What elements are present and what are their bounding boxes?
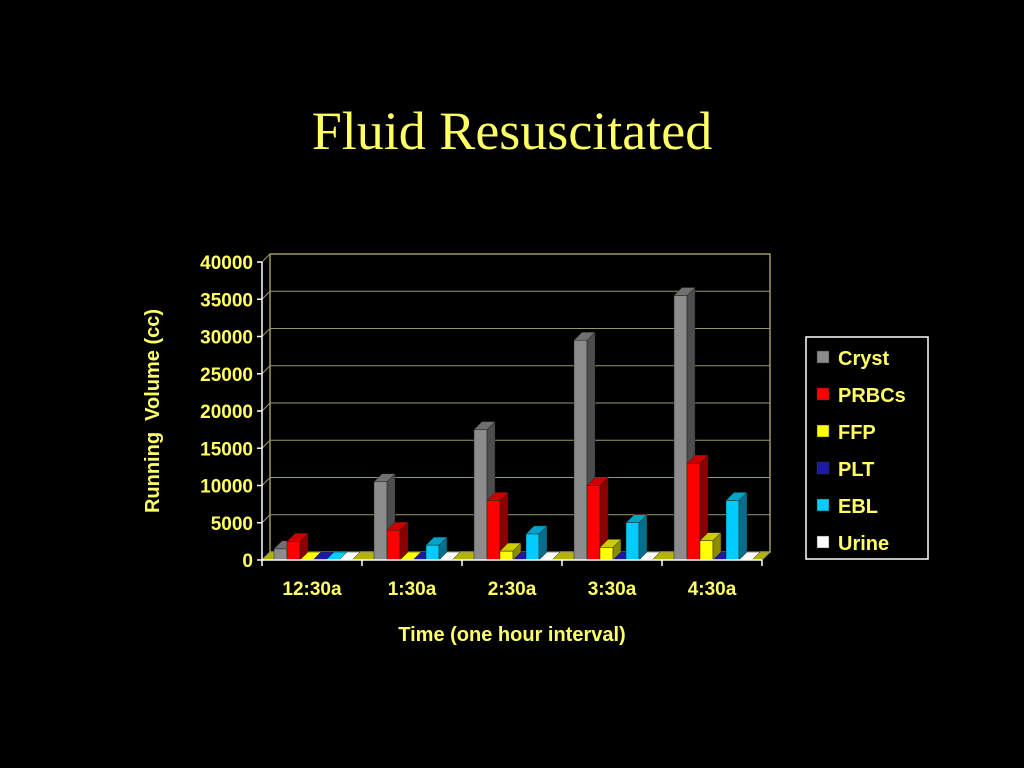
bar-front bbox=[686, 462, 701, 561]
axes: 0 5000 10000 15000 20000 25000 30000 35000 40000… bbox=[200, 253, 763, 600]
y-tick-label: 35000 bbox=[200, 290, 253, 311]
bar-front bbox=[599, 547, 614, 561]
y-tick-label: 20000 bbox=[200, 402, 253, 423]
bar-front bbox=[486, 500, 501, 561]
legend-label: Cryst bbox=[838, 348, 889, 370]
legend-item: Urine bbox=[816, 533, 889, 555]
bar-front bbox=[273, 548, 288, 561]
bar-front bbox=[573, 339, 588, 561]
legend: Cryst PRBCs FFP PLT EBL Urine bbox=[805, 336, 929, 560]
legend-label: FFP bbox=[838, 422, 876, 444]
bar bbox=[599, 538, 622, 561]
bar-front bbox=[373, 481, 388, 561]
y-tick-label: 30000 bbox=[200, 328, 253, 349]
bar-front bbox=[699, 540, 714, 561]
bar bbox=[525, 525, 548, 561]
legend-box bbox=[805, 336, 929, 560]
legend-swatch bbox=[816, 461, 830, 475]
bar bbox=[625, 514, 648, 561]
legend-item: PLT bbox=[816, 459, 874, 481]
legend-item: Cryst bbox=[816, 348, 889, 370]
x-tick-label: 4:30a bbox=[688, 579, 737, 600]
bar-front bbox=[499, 550, 514, 561]
x-tick-label: 2:30a bbox=[488, 579, 537, 600]
bar-top bbox=[499, 542, 522, 552]
bar-top bbox=[473, 421, 496, 430]
legend-label: PLT bbox=[838, 459, 874, 481]
bar-front bbox=[673, 295, 688, 561]
y-tick-label: 25000 bbox=[200, 365, 253, 386]
bar-top bbox=[599, 539, 622, 548]
legend-label: PRBCs bbox=[838, 385, 906, 407]
bar-top bbox=[486, 492, 509, 501]
bar-top bbox=[673, 287, 696, 296]
gridline-side bbox=[261, 290, 271, 300]
x-axis-title: Time (one hour interval) bbox=[398, 624, 625, 646]
legend-swatch bbox=[816, 387, 830, 401]
y-tick-label: 10000 bbox=[200, 477, 253, 498]
bar-front bbox=[625, 522, 640, 561]
bar bbox=[725, 491, 748, 561]
bar-front bbox=[386, 529, 401, 561]
bar-front bbox=[586, 485, 601, 561]
bar-top bbox=[625, 514, 648, 523]
gridline-side bbox=[261, 477, 271, 486]
x-tick-label: 12:30a bbox=[282, 579, 342, 600]
bar-top bbox=[686, 454, 709, 464]
y-tick-label: 5000 bbox=[211, 514, 253, 535]
legend-swatch bbox=[816, 498, 830, 512]
bar-top bbox=[386, 521, 409, 531]
bar bbox=[699, 532, 722, 561]
y-axis-title: Running Volume (cc) bbox=[142, 309, 164, 513]
gridline-side bbox=[261, 253, 271, 263]
bars bbox=[273, 286, 761, 561]
bar-top bbox=[425, 536, 448, 546]
legend-item: EBL bbox=[816, 496, 878, 518]
legend-swatch bbox=[816, 535, 830, 549]
gridline-side bbox=[261, 439, 271, 449]
bar-front bbox=[725, 500, 740, 561]
legend-item: FFP bbox=[816, 422, 876, 444]
bar bbox=[386, 521, 409, 561]
bar-top bbox=[525, 525, 548, 535]
gridline-side bbox=[261, 514, 271, 524]
bar-top bbox=[573, 331, 596, 341]
gridline-side bbox=[261, 402, 271, 412]
legend-label: EBL bbox=[838, 496, 878, 518]
legend-swatch bbox=[816, 424, 830, 438]
bar-side bbox=[738, 491, 748, 561]
y-tick-label: 15000 bbox=[200, 439, 253, 460]
bar bbox=[286, 532, 309, 561]
bar-top bbox=[373, 473, 396, 483]
legend-swatch bbox=[816, 350, 830, 364]
gridline-side bbox=[261, 365, 271, 375]
bar bbox=[586, 476, 609, 561]
bar-top bbox=[725, 492, 748, 501]
bar-front bbox=[525, 533, 540, 561]
legend-item: PRBCs bbox=[816, 385, 906, 407]
legend-label: Urine bbox=[838, 533, 889, 555]
y-tick-label: 40000 bbox=[200, 253, 253, 274]
gridline-side bbox=[261, 328, 271, 337]
bar-front bbox=[473, 429, 488, 561]
bar-top bbox=[699, 532, 722, 541]
slide-title: Fluid Resuscitated bbox=[311, 101, 713, 161]
bar-top bbox=[586, 477, 609, 486]
bar bbox=[686, 454, 709, 561]
bar-top bbox=[286, 533, 309, 542]
bar bbox=[499, 542, 522, 561]
x-tick-label: 3:30a bbox=[588, 579, 637, 600]
y-tick-label: 0 bbox=[242, 551, 253, 572]
bar-front bbox=[425, 544, 440, 561]
bar-front bbox=[286, 541, 301, 561]
x-tick-label: 1:30a bbox=[388, 579, 437, 600]
